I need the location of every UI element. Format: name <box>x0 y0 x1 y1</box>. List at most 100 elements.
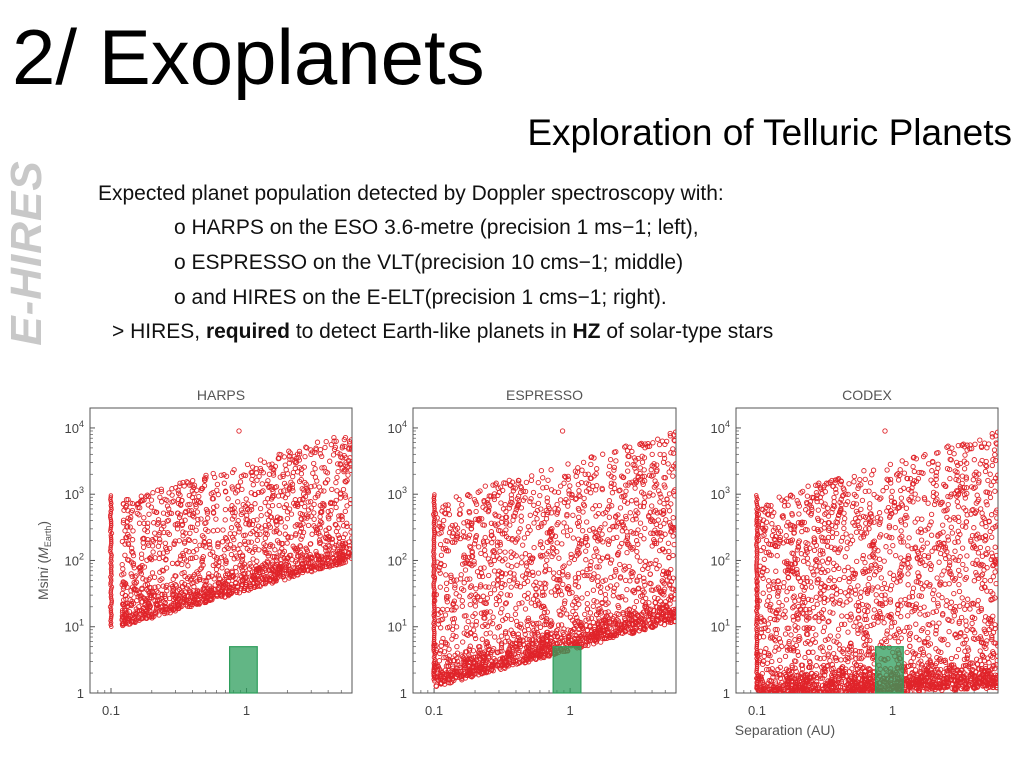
planet-point <box>238 565 245 571</box>
planet-point <box>231 544 237 551</box>
planet-point <box>483 669 489 676</box>
planet-point <box>609 524 616 530</box>
planet-point <box>269 502 276 509</box>
planet-point <box>257 531 263 537</box>
planet-point <box>207 544 213 551</box>
planet-point <box>660 508 667 514</box>
planet-point <box>475 593 481 600</box>
planet-point <box>668 450 674 456</box>
planet-point <box>930 596 937 603</box>
planet-point <box>667 581 673 587</box>
planet-point <box>767 615 773 622</box>
planet-point <box>346 539 352 545</box>
planet-point <box>446 529 453 536</box>
planet-point <box>662 475 668 481</box>
planet-point <box>654 467 660 473</box>
planet-point <box>248 539 254 545</box>
planet-point <box>225 496 231 502</box>
planet-point <box>317 540 323 546</box>
strip-point <box>431 567 437 573</box>
planet-point <box>169 486 175 492</box>
planet-point <box>584 519 590 525</box>
planet-point <box>263 576 270 582</box>
planet-point <box>342 478 348 485</box>
planet-point <box>155 520 162 526</box>
planet-point <box>459 603 465 609</box>
planet-point <box>654 604 660 610</box>
planet-point <box>576 636 582 642</box>
planet-point <box>572 632 578 638</box>
planet-point <box>642 525 648 532</box>
planet-point <box>652 538 658 545</box>
planet-point <box>305 522 312 529</box>
planet-point <box>191 514 197 520</box>
planet-point <box>491 587 498 593</box>
planet-point <box>468 525 475 532</box>
planet-point <box>639 453 645 459</box>
strip-point <box>432 577 437 583</box>
planet-point <box>453 577 460 583</box>
planet-point <box>278 561 285 567</box>
planet-point <box>314 439 321 445</box>
planet-point <box>335 461 341 467</box>
planet-point <box>761 618 768 624</box>
planet-point <box>549 630 555 636</box>
planet-point <box>655 517 661 523</box>
planet-point <box>633 598 640 605</box>
planet-point <box>523 563 530 569</box>
planet-point <box>450 601 456 608</box>
planet-point <box>174 561 180 567</box>
planet-point <box>655 436 661 442</box>
planet-point <box>322 561 329 567</box>
planet-point <box>962 452 968 458</box>
planet-point <box>143 577 149 583</box>
planet-point <box>566 590 573 597</box>
planet-point <box>598 584 604 590</box>
planet-point <box>585 616 592 622</box>
planet-point <box>146 511 152 517</box>
planet-point <box>666 548 672 555</box>
planet-point <box>567 527 574 533</box>
planet-point <box>963 574 970 581</box>
planet-point <box>441 517 447 524</box>
planet-point <box>651 595 658 601</box>
planet-point <box>520 573 526 579</box>
planet-point <box>452 652 458 659</box>
planet-point <box>650 440 656 446</box>
planet-point <box>515 477 522 484</box>
planet-point <box>587 623 593 629</box>
planet-point <box>221 547 228 553</box>
planet-point <box>478 570 485 576</box>
planet-point <box>667 522 674 528</box>
planet-point <box>237 573 243 579</box>
planet-point <box>229 516 236 522</box>
planet-point <box>607 583 614 589</box>
planet-point <box>454 531 461 537</box>
planet-point <box>486 502 492 508</box>
planet-point <box>465 618 471 625</box>
planet-point <box>491 547 497 554</box>
planet-point <box>591 553 597 559</box>
planet-point <box>469 553 476 560</box>
planet-point <box>951 590 957 597</box>
planet-point <box>333 504 339 511</box>
planet-point <box>634 612 641 618</box>
planet-point <box>946 628 952 635</box>
planet-point <box>608 483 614 490</box>
planet-point <box>444 625 451 631</box>
planet-point <box>793 658 799 665</box>
planet-point <box>305 489 312 495</box>
planet-point <box>266 522 272 528</box>
planet-point <box>992 544 998 550</box>
planet-point <box>663 517 669 523</box>
planet-point <box>310 563 316 569</box>
planet-point <box>143 493 149 500</box>
planet-point <box>254 531 260 538</box>
planet-point <box>786 625 792 631</box>
planet-point <box>651 464 657 470</box>
planet-point <box>169 499 175 505</box>
planet-point <box>831 650 837 657</box>
planet-point <box>656 563 662 569</box>
planet-point <box>650 616 656 622</box>
planet-point <box>438 625 444 631</box>
